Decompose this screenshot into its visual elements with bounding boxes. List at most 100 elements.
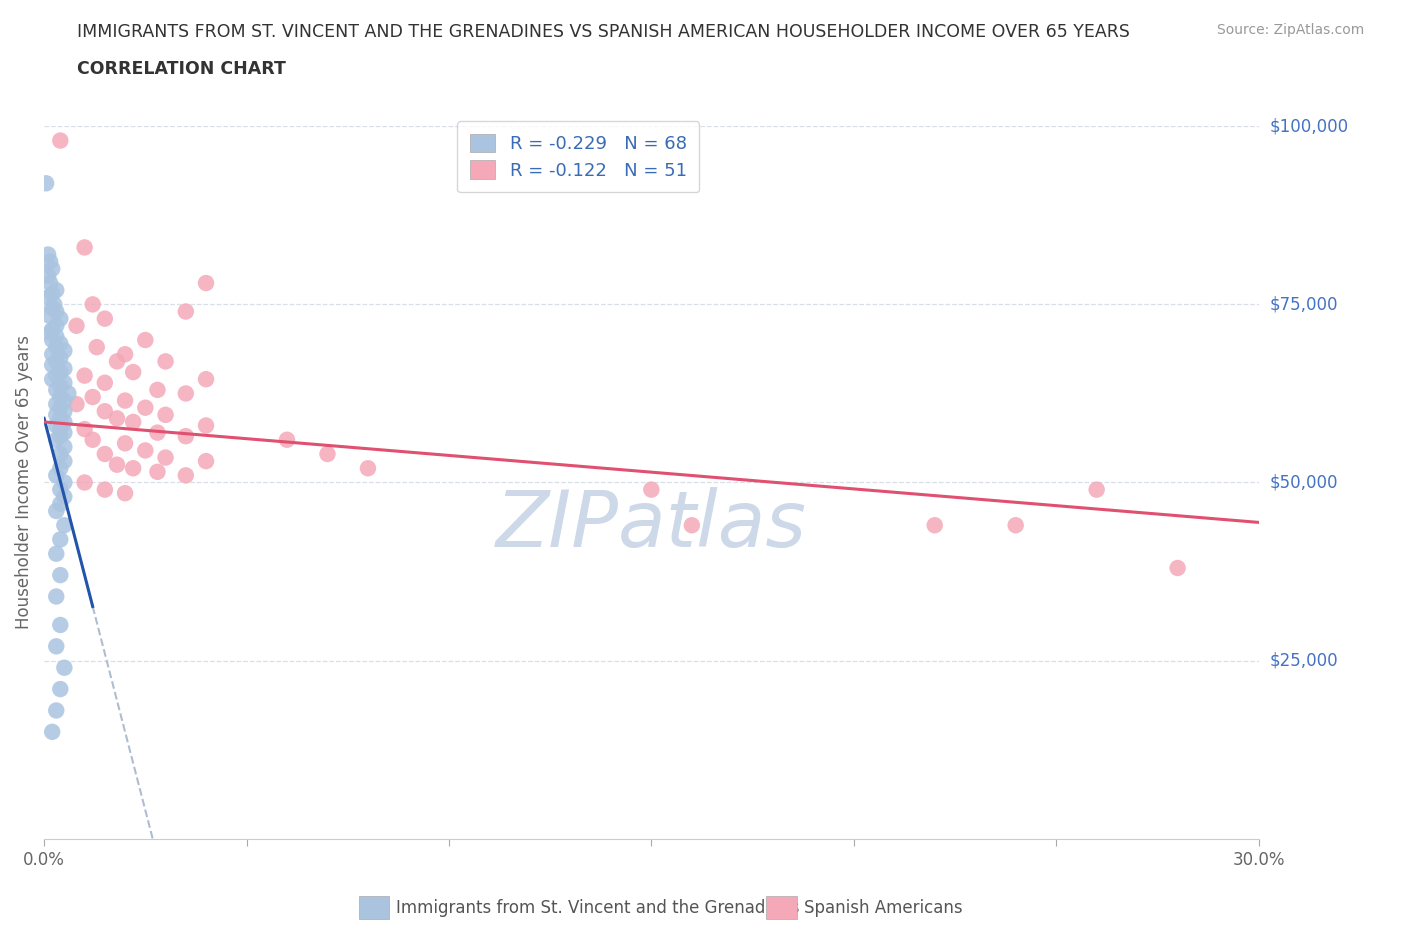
Point (1167, 561, 1189, 576)
Point (174, 429, 197, 444)
Y-axis label: Householder Income Over 65 years: Householder Income Over 65 years (15, 336, 32, 630)
Point (134, 333, 156, 348)
Point (53, 475, 76, 490)
Point (49, 411, 72, 426)
Point (86, 339, 108, 354)
Point (53, 415, 76, 430)
Point (65, 397, 87, 412)
Point (53, 361, 76, 376)
Legend: R = -0.229   N = 68, R = -0.122   N = 51: R = -0.229 N = 68, R = -0.122 N = 51 (457, 121, 699, 193)
Point (122, 460, 145, 475)
Point (73, 368, 96, 383)
Point (155, 354, 177, 369)
Point (65, 318, 87, 333)
Point (174, 386, 197, 401)
Text: Source: ZipAtlas.com: Source: ZipAtlas.com (1216, 23, 1364, 37)
Point (174, 468, 197, 483)
Point (276, 432, 298, 447)
Point (37, 269, 59, 284)
Point (49, 497, 72, 512)
Point (49, 133, 72, 148)
Point (49, 336, 72, 351)
Point (94, 482, 117, 497)
Point (45, 382, 67, 397)
Point (114, 347, 136, 362)
Point (53, 343, 76, 358)
Point (45, 503, 67, 518)
Point (195, 275, 218, 290)
Point (49, 400, 72, 415)
Point (49, 482, 72, 497)
Point (681, 518, 703, 533)
Point (45, 397, 67, 412)
Point (73, 475, 96, 490)
Point (37, 308, 59, 323)
Point (37, 290, 59, 305)
Point (41, 372, 63, 387)
Point (53, 454, 76, 469)
Point (41, 322, 63, 337)
Point (924, 518, 946, 533)
Point (45, 546, 67, 561)
Point (45, 318, 67, 333)
Point (134, 443, 156, 458)
Point (45, 432, 67, 447)
Point (45, 418, 67, 433)
Point (316, 446, 339, 461)
Point (94, 446, 117, 461)
Point (82, 297, 104, 312)
Point (41, 333, 63, 348)
Text: $75,000: $75,000 (1270, 296, 1339, 313)
Point (49, 379, 72, 393)
Point (82, 390, 104, 405)
Point (45, 354, 67, 369)
Point (73, 240, 96, 255)
Point (41, 724, 63, 739)
Point (146, 425, 169, 440)
Text: $100,000: $100,000 (1270, 117, 1348, 135)
Point (49, 532, 72, 547)
Text: $50,000: $50,000 (1270, 473, 1339, 491)
Point (195, 454, 218, 469)
Point (53, 393, 76, 408)
Point (357, 460, 380, 475)
Point (45, 339, 67, 354)
Point (49, 365, 72, 379)
Point (44, 297, 66, 312)
Point (49, 567, 72, 582)
Point (1085, 482, 1108, 497)
Point (49, 618, 72, 632)
Point (45, 703, 67, 718)
Point (45, 589, 67, 604)
Point (73, 421, 96, 436)
Point (49, 460, 72, 475)
Point (146, 464, 169, 479)
Point (41, 261, 63, 276)
Point (53, 440, 76, 455)
Point (82, 432, 104, 447)
Point (45, 283, 67, 298)
Text: Immigrants from St. Vincent and the Grenadines: Immigrants from St. Vincent and the Gren… (396, 898, 800, 917)
Text: ZIPatlas: ZIPatlas (496, 487, 807, 564)
Point (94, 376, 117, 391)
Point (45, 368, 67, 383)
Point (53, 489, 76, 504)
Point (37, 247, 59, 262)
Point (39, 275, 62, 290)
Point (195, 418, 218, 433)
Point (53, 660, 76, 675)
Point (45, 329, 67, 344)
Text: $25,000: $25,000 (1270, 652, 1339, 670)
Point (41, 300, 63, 315)
Point (53, 404, 76, 418)
Point (45, 407, 67, 422)
Point (155, 450, 177, 465)
Point (41, 286, 63, 301)
Point (49, 390, 72, 405)
Point (35, 176, 58, 191)
Point (49, 682, 72, 697)
Point (39, 254, 62, 269)
Text: IMMIGRANTS FROM ST. VINCENT AND THE GRENADINES VS SPANISH AMERICAN HOUSEHOLDER I: IMMIGRANTS FROM ST. VINCENT AND THE GREN… (77, 23, 1130, 41)
Point (94, 312, 117, 326)
Point (195, 372, 218, 387)
